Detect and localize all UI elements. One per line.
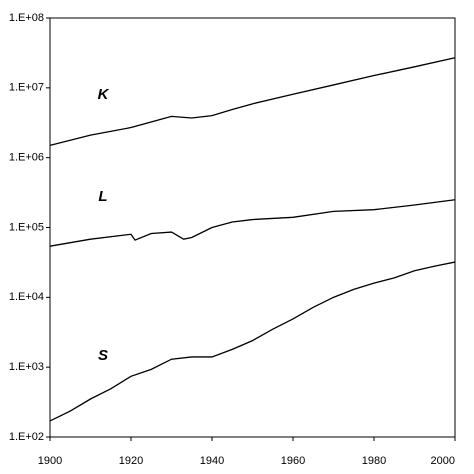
y-tick-label: 1.E+08	[9, 12, 44, 24]
plot-frame	[49, 17, 456, 438]
y-tick-label: 1.E+03	[9, 361, 44, 373]
y-tick-label: 1.E+04	[9, 291, 44, 303]
x-tick-label: 1960	[281, 455, 305, 467]
y-tick-label: 1.E+07	[9, 82, 44, 94]
x-tick-label: 1900	[38, 455, 62, 467]
series-line	[49, 57, 456, 147]
x-tick-label: 1920	[119, 455, 143, 467]
series-label: S	[98, 347, 108, 364]
x-tick-label: 2000	[431, 455, 455, 467]
series-line	[49, 261, 456, 422]
x-tick-label: 1980	[362, 455, 386, 467]
y-tick-label: 1.E+05	[9, 221, 44, 233]
y-tick-label: 1.E+02	[9, 431, 44, 443]
series-line	[49, 199, 456, 247]
series-label: K	[98, 86, 110, 103]
y-tick-label: 1.E+06	[9, 152, 44, 164]
series-label: L	[98, 188, 107, 205]
x-tick-label: 1940	[200, 455, 224, 467]
